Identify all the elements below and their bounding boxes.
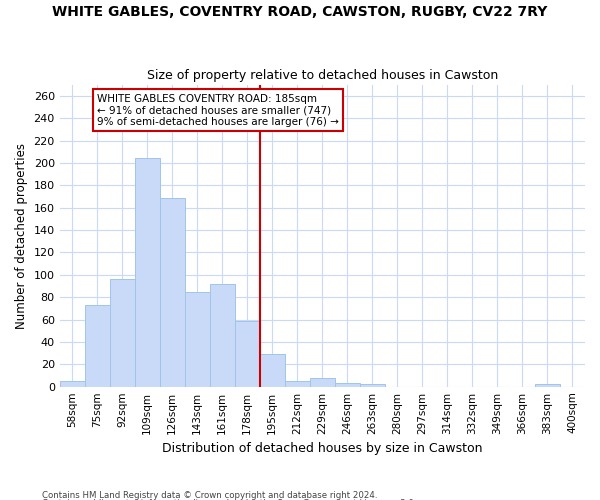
X-axis label: Distribution of detached houses by size in Cawston: Distribution of detached houses by size … [162,442,482,455]
Text: Contains HM Land Registry data © Crown copyright and database right 2024.: Contains HM Land Registry data © Crown c… [42,490,377,500]
Bar [285,381,310,386]
Bar [210,284,235,387]
Bar [310,378,335,386]
Bar [185,292,210,386]
Bar [535,384,560,386]
Bar [360,384,385,386]
Text: WHITE GABLES, COVENTRY ROAD, CAWSTON, RUGBY, CV22 7RY: WHITE GABLES, COVENTRY ROAD, CAWSTON, RU… [52,5,548,19]
Bar [160,198,185,386]
Bar [235,320,260,386]
Y-axis label: Number of detached properties: Number of detached properties [15,142,28,328]
Bar [85,305,110,386]
Bar [135,158,160,386]
Title: Size of property relative to detached houses in Cawston: Size of property relative to detached ho… [147,69,498,82]
Bar [260,354,285,386]
Bar [59,381,85,386]
Text: WHITE GABLES COVENTRY ROAD: 185sqm
← 91% of detached houses are smaller (747)
9%: WHITE GABLES COVENTRY ROAD: 185sqm ← 91%… [97,94,339,126]
Bar [335,384,360,386]
Bar [110,280,135,386]
